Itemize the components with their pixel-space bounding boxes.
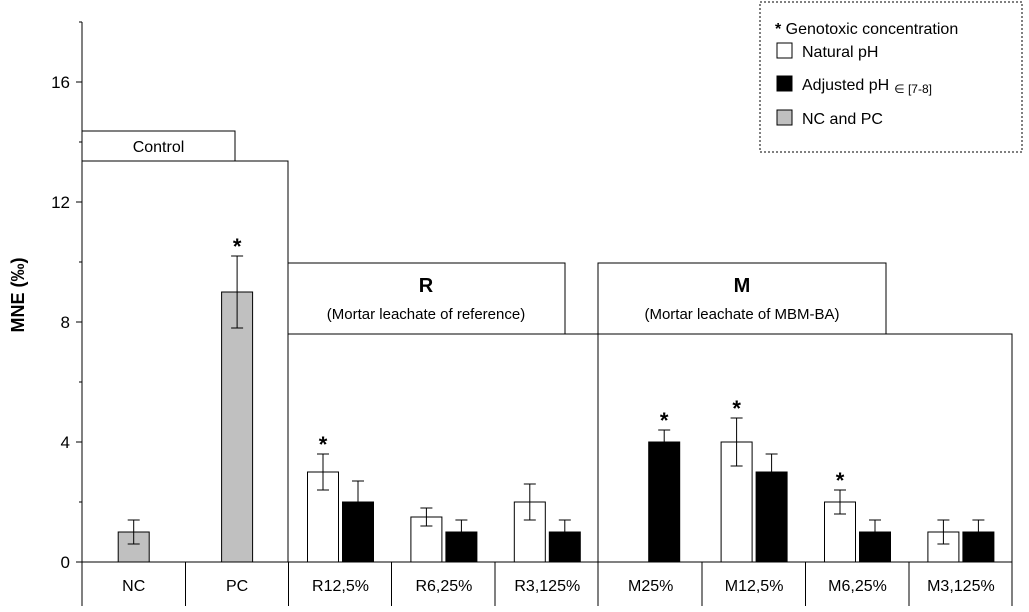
- y-tick-label: 8: [61, 313, 70, 332]
- genotoxic-asterisk: *: [319, 432, 328, 457]
- x-tick-label: R3,125%: [514, 578, 580, 595]
- bar-adjusted: [648, 441, 681, 563]
- bar-control: [221, 291, 254, 563]
- genotoxic-asterisk: *: [660, 408, 669, 433]
- legend-label-text: Natural pH: [802, 44, 878, 61]
- genotoxic-asterisk: *: [836, 468, 845, 493]
- y-tick-label: 4: [61, 433, 70, 452]
- legend-label-text: NC and PC: [802, 111, 883, 128]
- x-tick-label: M3,125%: [927, 578, 995, 595]
- legend-label: Natural pH: [802, 44, 878, 61]
- group-title-control: Control: [133, 139, 185, 156]
- legend: * Genotoxic concentration Natural pH Adjus…: [759, 1, 1023, 153]
- x-tick-label: R6,25%: [415, 578, 472, 595]
- legend-asterisk-entry: * Genotoxic concentration: [775, 21, 958, 38]
- group-subtitle-r: (Mortar leachate of reference): [327, 306, 525, 323]
- y-tick-label: 0: [61, 553, 70, 572]
- x-tick-label: NC: [122, 578, 145, 595]
- legend-swatch: [776, 75, 793, 92]
- bars: * * * * *: [117, 234, 995, 563]
- group-title-m: M: [734, 275, 751, 297]
- group-subtitle-m: (Mortar leachate of MBM-BA): [644, 306, 839, 323]
- group-panels: Control R (Mortar leachate of reference) M (…: [81, 130, 1013, 563]
- x-tick-label: PC: [226, 578, 248, 595]
- group-header-control: [81, 130, 236, 162]
- legend-asterisk-symbol: *: [775, 21, 786, 38]
- genotoxic-asterisk: *: [732, 396, 741, 421]
- y-axis-label: MNE (‰): [8, 258, 28, 333]
- legend-label: Adjusted pH ∈ [7-8]: [802, 77, 932, 96]
- legend-asterisk-label: Genotoxic concentration: [786, 21, 959, 38]
- x-tick-label: R12,5%: [312, 578, 369, 595]
- legend-label: NC and PC: [802, 111, 883, 128]
- x-tick-label: M12,5%: [725, 578, 784, 595]
- legend-label-text: Adjusted pH: [802, 77, 889, 94]
- legend-swatch: [776, 109, 793, 126]
- x-tick-label: M25%: [628, 578, 673, 595]
- x-tick-label: M6,25%: [828, 578, 887, 595]
- legend-box: [759, 1, 1023, 153]
- group-panel-control: [81, 160, 289, 563]
- group-title-r: R: [419, 275, 434, 297]
- group-header-m: [597, 262, 887, 335]
- legend-label-suffix: ∈ [7-8]: [894, 82, 932, 96]
- x-tick-labels: NC PC R12,5% R6,25% R3,125% M25% M12,5% M6,25% M…: [81, 562, 1013, 606]
- genotoxic-asterisk: *: [233, 234, 242, 259]
- legend-swatch: [776, 42, 793, 59]
- y-tick-label: 12: [51, 193, 70, 212]
- group-header-r: [287, 262, 566, 335]
- y-tick-label: 16: [51, 73, 70, 92]
